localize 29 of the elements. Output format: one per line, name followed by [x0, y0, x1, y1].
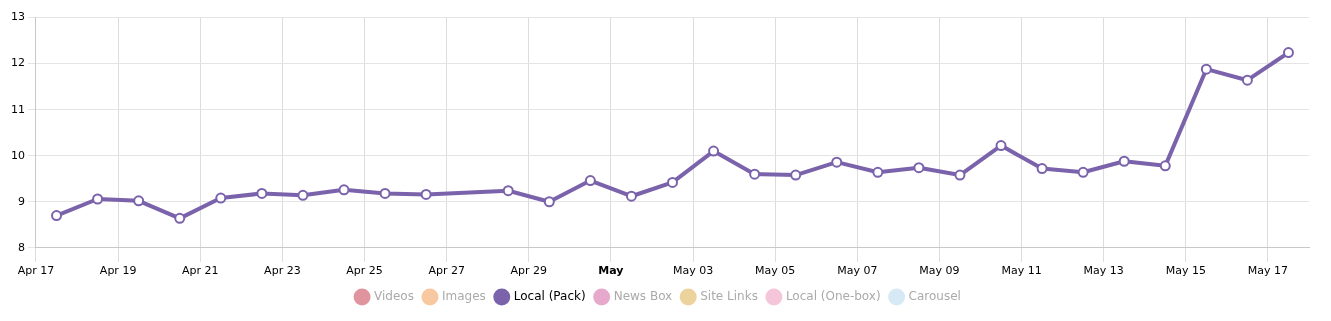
x-tick-label: Apr 23: [264, 264, 301, 278]
y-tick-label: 13: [11, 10, 25, 24]
y-tick-label: 10: [11, 148, 25, 162]
x-tick-label: May 13: [1083, 264, 1124, 278]
y-tick-label: 12: [11, 56, 25, 70]
legend-label: Local (One-box): [785, 289, 881, 304]
x-tick-label: Apr 19: [99, 264, 137, 278]
y-tick-label: 8: [18, 240, 25, 254]
legend-label: Videos: [374, 289, 414, 304]
x-tick-label: May: [598, 264, 624, 278]
legend-label: Site Links: [700, 289, 758, 304]
x-tick-label: May 07: [837, 264, 878, 278]
y-tick-label: 11: [11, 102, 25, 116]
x-tick-label: Apr 17: [17, 264, 55, 278]
legend-label: Local (Pack): [513, 289, 586, 304]
x-tick-label: May 11: [1001, 264, 1042, 278]
legend-label: News Box: [613, 289, 673, 304]
x-tick-label: Apr 21: [181, 264, 219, 278]
x-tick-label: Apr 29: [510, 264, 548, 278]
legend-label: Carousel: [908, 289, 961, 304]
x-tick-label: May 15: [1165, 264, 1206, 278]
x-tick-label: May 17: [1247, 264, 1289, 278]
x-tick-label: Apr 25: [346, 264, 383, 278]
x-tick-label: Apr 27: [428, 264, 465, 278]
y-tick-label: 9: [18, 194, 25, 208]
x-tick-label: May 09: [919, 264, 960, 278]
x-tick-label: May 05: [755, 264, 796, 278]
legend-label: Images: [441, 289, 486, 304]
x-tick-label: May 03: [672, 264, 714, 278]
